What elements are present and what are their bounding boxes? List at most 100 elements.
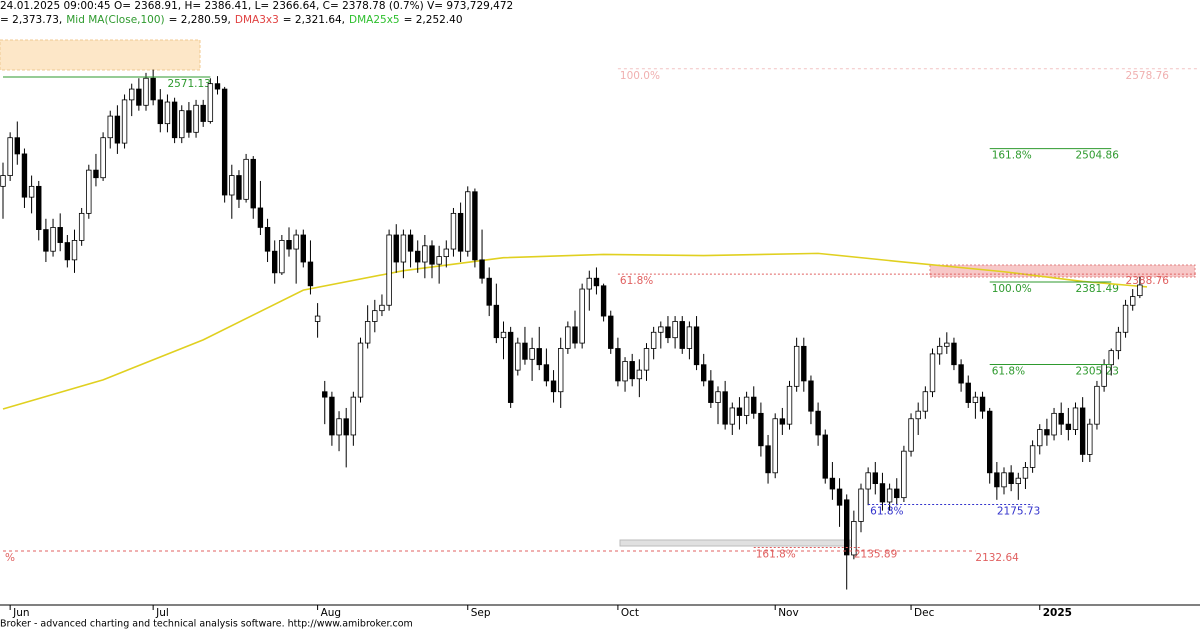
- candle-body: [808, 380, 814, 412]
- header-segment: DMA25x5: [349, 14, 400, 26]
- header-segment: = 2,373.73,: [0, 14, 62, 26]
- candle-body: [600, 285, 607, 317]
- candle-body: [1115, 331, 1122, 352]
- candle-body: [622, 361, 628, 382]
- x-tick-label: Nov: [778, 607, 799, 619]
- candle-body: [822, 434, 828, 479]
- candle-body: [86, 169, 92, 214]
- candle-body: [293, 234, 299, 250]
- candle-body: [865, 472, 871, 490]
- candle-body: [844, 499, 850, 556]
- levels: 2571.13 100.0% 2578.76 161.8% 2504.86 61.8% 23…: [5, 70, 1169, 564]
- candle-body: [751, 396, 757, 414]
- candle-body: [650, 331, 657, 349]
- candle-body: [1029, 445, 1036, 468]
- candle-body: [422, 245, 428, 263]
- candle-body: [436, 256, 442, 265]
- candle-body: [708, 380, 714, 403]
- candle-body: [729, 407, 735, 425]
- candle-body: [836, 488, 843, 506]
- candle-body: [994, 472, 1000, 488]
- candle-body: [636, 369, 643, 380]
- candle-body: [579, 288, 585, 344]
- candle-body: [1044, 429, 1050, 436]
- candle-body: [908, 418, 914, 452]
- supply-zone: [0, 39, 201, 71]
- candle-body: [715, 391, 721, 403]
- header-line1: 24.01.2025 09:00:45 O= 2368.91, H= 2386.…: [0, 0, 513, 12]
- candle-body: [1051, 412, 1057, 436]
- candle-body: [886, 488, 893, 503]
- candle-body: [157, 99, 163, 125]
- candle-body: [414, 250, 421, 263]
- candle-body: [343, 418, 349, 436]
- candle-body: [128, 88, 135, 101]
- candle-body: [536, 348, 542, 366]
- candle-body: [515, 342, 521, 371]
- header-segment: = 2,252.40: [404, 14, 463, 26]
- candle-body: [615, 348, 621, 382]
- candle-body: [93, 169, 99, 179]
- candle-body: [801, 345, 807, 382]
- candle-body: [0, 175, 6, 187]
- candle-body: [186, 110, 192, 133]
- candle-body: [429, 245, 435, 265]
- candle-body: [450, 212, 457, 250]
- x-tick-label: Aug: [321, 607, 342, 619]
- ma-line: [2, 252, 1148, 410]
- candle-body: [100, 137, 106, 179]
- x-tick-label: Jul: [155, 607, 169, 619]
- header-line2: = 2,373.73, Mid MA(Close,100) = 2,280.59, D…: [0, 14, 463, 26]
- candle-body: [1022, 466, 1029, 479]
- candle-body: [858, 488, 864, 522]
- level-price: 2305.23: [1076, 365, 1119, 377]
- candle-body: [1087, 423, 1093, 455]
- candle-body: [286, 240, 292, 250]
- candle-body: [722, 391, 728, 425]
- candle-body: [1108, 350, 1114, 366]
- candle-body: [522, 342, 528, 360]
- level-pct: 161.8%: [756, 549, 796, 561]
- candle-body: [643, 348, 650, 371]
- header-segment: = 2,280.59,: [169, 14, 231, 26]
- x-tick-label: Sep: [471, 607, 491, 619]
- candle-body: [629, 361, 635, 380]
- candle-body: [121, 99, 128, 144]
- candle-body: [1130, 296, 1136, 306]
- candle-body: [14, 137, 20, 155]
- candle-body: [314, 315, 321, 322]
- candle-body: [350, 396, 357, 436]
- candle-body: [1065, 423, 1072, 430]
- candle-body: [214, 83, 221, 90]
- candle-body: [472, 191, 478, 261]
- candle-body: [529, 348, 535, 360]
- candle-body: [608, 315, 614, 349]
- support-zone: [619, 539, 851, 547]
- candle-body: [972, 396, 979, 403]
- candle-body: [36, 185, 42, 230]
- x-tick-label: Oct: [621, 607, 639, 619]
- candle-body: [936, 345, 943, 355]
- candle-body: [207, 83, 214, 122]
- level-price: 2578.76: [1126, 70, 1170, 82]
- level-pct: 100.0%: [620, 70, 660, 82]
- level-pct: 161.8%: [992, 150, 1032, 162]
- level-pct: %: [5, 552, 15, 564]
- candle-body: [872, 472, 878, 485]
- candle-body: [765, 445, 771, 474]
- candle-body: [193, 104, 199, 133]
- candle-body: [114, 115, 121, 144]
- candle-body: [829, 477, 836, 490]
- candle-body: [586, 277, 592, 290]
- candle-body: [786, 385, 793, 425]
- level-pct: 61.8%: [870, 505, 903, 517]
- candle-body: [322, 391, 328, 398]
- candle-body: [851, 521, 857, 556]
- candle-body: [379, 304, 385, 312]
- candle-body: [550, 380, 557, 393]
- candle-body: [336, 418, 342, 436]
- plot: [0, 69, 1148, 590]
- candle-body: [558, 348, 564, 393]
- candle-body: [901, 450, 907, 499]
